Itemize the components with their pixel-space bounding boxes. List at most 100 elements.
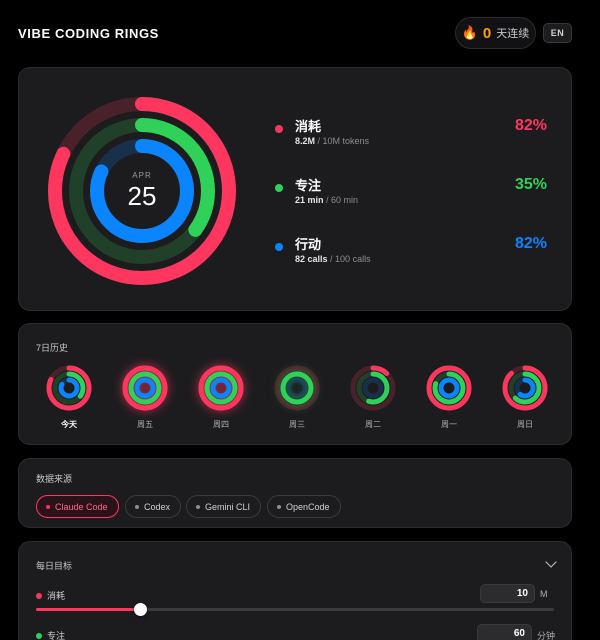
history-action-ring-progress [514, 377, 536, 399]
history-move-ring-track [274, 365, 320, 411]
goal-move-text: 消耗 [47, 591, 66, 601]
streak-badge: 🔥 0 天连续 [455, 17, 536, 49]
goal-focus-label: 专注 [36, 629, 65, 640]
history-day[interactable]: 周四 [195, 364, 247, 436]
move-ring-progress [48, 97, 236, 285]
history-title: 7日历史 [36, 343, 69, 353]
history-focus-ring-progress [280, 371, 314, 405]
history-day-rings [350, 365, 396, 411]
goal-focus-input[interactable] [477, 624, 532, 640]
source-chip-claude-code[interactable]: Claude Code [36, 495, 119, 518]
goal-move-input[interactable] [480, 584, 535, 603]
history-focus-ring-progress [204, 371, 238, 405]
date-month: APR [132, 170, 152, 180]
chip-dot [135, 504, 139, 509]
daily-goals-title: 每日目标 [36, 561, 73, 571]
history-day[interactable]: 周二 [347, 364, 399, 436]
history-day-label: 周四 [213, 420, 229, 429]
today-summary-card: APR 25 消耗 8.2M / 10M tokens 82% 专注 21 mi… [18, 67, 572, 311]
history-action-ring-progress [134, 377, 156, 399]
history-action-ring-progress [58, 377, 80, 399]
ring-center-date: APR 25 [47, 96, 237, 286]
history-focus-ring-progress [432, 371, 466, 405]
activity-rings [48, 97, 236, 285]
metric-action-dot [275, 243, 283, 251]
metric-move-dot [275, 125, 283, 133]
history-move-ring-progress [350, 365, 396, 411]
source-chip-opencode[interactable]: OpenCode [267, 495, 341, 518]
goal-focus-unit: 分钟 [537, 631, 556, 640]
source-chip-codex[interactable]: Codex [125, 495, 182, 518]
history-action-ring-progress [210, 377, 232, 399]
goal-move-slider-fill [36, 608, 140, 611]
history-day-label: 周日 [517, 420, 533, 429]
goal-move-unit: M [540, 589, 548, 599]
app-title: VIBE CODING RINGS [18, 26, 159, 41]
chip-dot [277, 504, 281, 509]
history-day-label: 周三 [289, 420, 305, 429]
history-focus-ring-progress [508, 371, 542, 405]
app-header: VIBE CODING RINGS 🔥 0 天连续 EN [0, 0, 600, 66]
metric-action-percent: 82% [514, 235, 547, 252]
history-day-rings [122, 365, 168, 411]
goal-move-slider-thumb[interactable] [133, 603, 147, 616]
flame-icon: 🔥 [461, 25, 478, 40]
chip-label: Gemini CLI [205, 501, 251, 512]
history-day-label: 周二 [365, 420, 381, 429]
chip-dot [46, 504, 50, 509]
metric-focus-detail: 21 min / 60 min [295, 195, 359, 205]
history-focus-ring-progress [128, 371, 162, 405]
history-day-label: 今天 [61, 420, 77, 429]
history-action-ring-track [286, 377, 308, 399]
goal-move-label: 消耗 [36, 589, 65, 602]
history-day-label: 周五 [137, 420, 153, 429]
metric-move: 消耗 8.2M / 10M tokens 82% [275, 116, 555, 156]
history-move-ring-progress [198, 365, 244, 411]
history-move-ring-progress [46, 365, 92, 411]
history-day[interactable]: 今天 [43, 364, 95, 436]
history-day[interactable]: 周三 [271, 364, 323, 436]
source-chip-gemini-cli[interactable]: Gemini CLI [186, 495, 262, 518]
metric-focus: 专注 21 min / 60 min 35% [275, 175, 555, 215]
metric-action-detail: 82 calls / 100 calls [295, 254, 371, 264]
language-toggle-button[interactable]: EN [543, 23, 572, 43]
goal-move-slider[interactable] [36, 603, 554, 616]
daily-goals-card: 每日目标 消耗 M 专注 分钟 [18, 541, 572, 640]
chevron-down-icon[interactable] [545, 556, 557, 568]
history-action-ring-progress [438, 377, 460, 399]
metric-move-name: 消耗 [295, 119, 322, 134]
history-day-rings [502, 365, 548, 411]
streak-label: 天连续 [496, 28, 530, 40]
goal-move-dot [36, 592, 42, 599]
history-day-rings [426, 365, 472, 411]
action-ring-progress [90, 139, 194, 243]
history-day[interactable]: 周一 [423, 364, 475, 436]
chip-label: Claude Code [55, 501, 108, 512]
data-source-card: 数据来源 Claude Code Codex Gemini CLI OpenCo… [18, 458, 572, 528]
metric-focus-name: 专注 [295, 178, 322, 193]
goal-focus-dot [36, 632, 42, 639]
history-card: 7日历史 今天 周五 周四 周三 周二 周一 周日 [18, 323, 572, 445]
metric-focus-dot [275, 184, 283, 192]
history-focus-ring-progress [356, 371, 390, 405]
streak-count: 0 [482, 24, 492, 42]
history-day-label: 周一 [441, 420, 457, 429]
focus-ring-progress [69, 118, 215, 264]
history-day-rings [198, 365, 244, 411]
history-focus-ring-progress [52, 371, 86, 405]
history-move-ring-progress [502, 365, 548, 411]
metric-move-percent: 82% [514, 117, 547, 134]
history-day-rings [274, 365, 320, 411]
data-source-title: 数据来源 [36, 474, 73, 484]
history-action-ring-track [362, 377, 384, 399]
chip-label: OpenCode [286, 501, 330, 512]
goal-focus-text: 专注 [47, 631, 66, 640]
history-day-rings [46, 365, 92, 411]
metric-move-detail: 8.2M / 10M tokens [295, 136, 370, 146]
chip-label: Codex [144, 501, 171, 512]
history-day[interactable]: 周日 [499, 364, 551, 436]
history-move-ring-progress [122, 365, 168, 411]
metric-focus-percent: 35% [514, 176, 547, 193]
history-day[interactable]: 周五 [119, 364, 171, 436]
metric-action-name: 行动 [295, 237, 322, 252]
